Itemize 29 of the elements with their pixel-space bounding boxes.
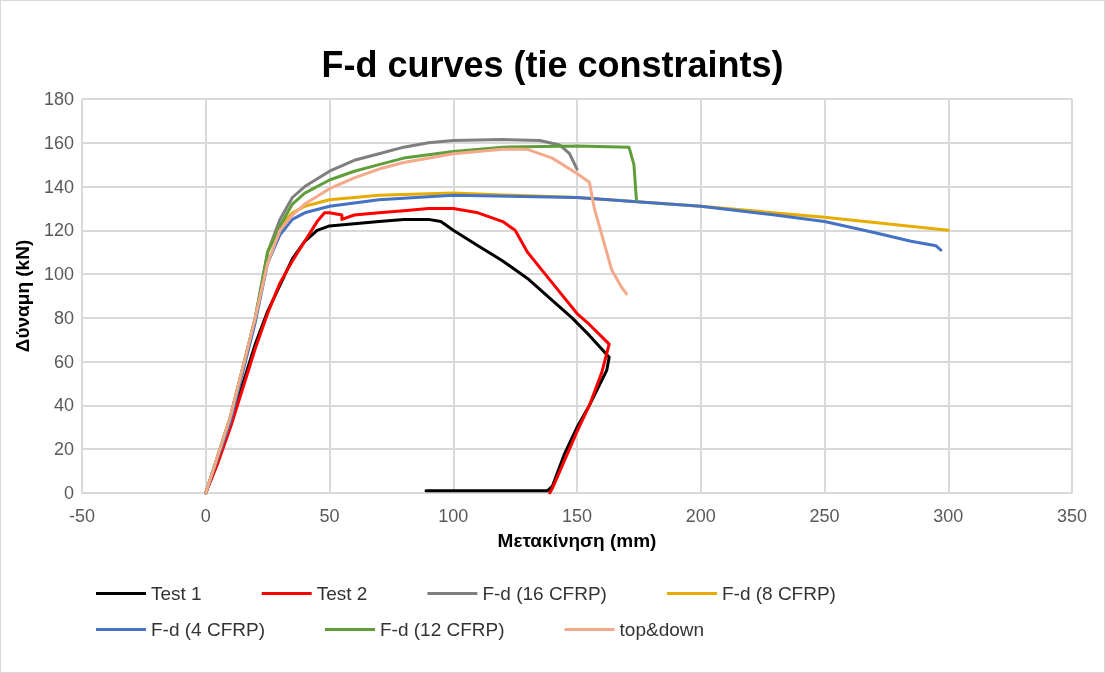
y-tick-label: 80: [53, 307, 74, 328]
x-tick-label: 0: [200, 506, 211, 526]
y-axis-title: Δύναμη (kN): [12, 239, 33, 353]
chart-title: F-d curves (tie constraints): [321, 43, 784, 85]
legend-label: F-d (12 CFRP): [380, 619, 505, 640]
x-tick-label: 200: [685, 506, 716, 526]
y-tick-label: 100: [43, 264, 74, 285]
x-axis-title: Μετακίνηση (mm): [497, 530, 657, 551]
y-tick-label: 140: [43, 176, 74, 197]
x-tick-label: 50: [319, 506, 340, 526]
y-tick-label: 120: [43, 220, 74, 241]
x-tick-label: 150: [561, 506, 593, 526]
legend-label: F-d (4 CFRP): [151, 619, 265, 640]
x-tick-label: 250: [809, 506, 840, 526]
y-tick-label: 180: [43, 89, 74, 109]
y-tick-label: 40: [53, 395, 74, 416]
y-tick-label: 20: [53, 439, 74, 460]
y-tick-label: 0: [63, 483, 74, 503]
legend-label: top&down: [619, 619, 705, 640]
x-tick-label: 350: [1056, 506, 1088, 526]
x-tick-label: 300: [933, 506, 964, 526]
x-tick-label: -50: [68, 506, 96, 526]
legend-label: Test 1: [151, 583, 202, 604]
y-tick-label: 160: [43, 132, 74, 153]
legend-label: F-d (8 CFRP): [721, 583, 836, 604]
legend-label: F-d (16 CFRP): [482, 583, 607, 604]
x-tick-label: 100: [438, 506, 469, 526]
y-tick-label: 60: [53, 351, 74, 372]
legend-label: Test 2: [316, 583, 368, 604]
